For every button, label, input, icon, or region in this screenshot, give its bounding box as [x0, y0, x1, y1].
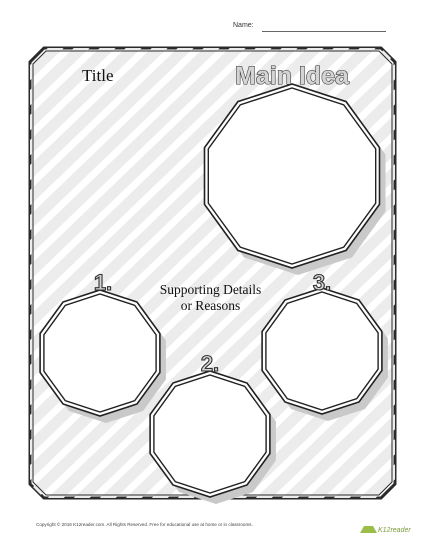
- detail-box-2[interactable]: [149, 370, 276, 504]
- logo-icon: [360, 519, 377, 533]
- detail-box-1[interactable]: [39, 289, 166, 423]
- k12reader-logo: K12reader: [360, 518, 411, 534]
- number-2: 2.: [201, 351, 219, 376]
- main-idea-box[interactable]: [203, 83, 386, 275]
- number-3: 3.: [313, 270, 331, 295]
- number-1: 1.: [94, 270, 112, 295]
- main-idea-heading: Main Idea: [235, 62, 350, 90]
- supporting-details-label: Supporting Details or Reasons: [128, 282, 293, 314]
- title-label: Title: [82, 66, 114, 85]
- supporting-line-1: Supporting Details: [159, 282, 262, 297]
- copyright-text: Copyright © 2016 K12reader.com. All Righ…: [36, 522, 253, 527]
- name-line[interactable]: [262, 31, 386, 32]
- supporting-line-2: or Reasons: [180, 298, 241, 313]
- name-label: Name:: [233, 22, 254, 29]
- detail-box-3[interactable]: [261, 287, 388, 421]
